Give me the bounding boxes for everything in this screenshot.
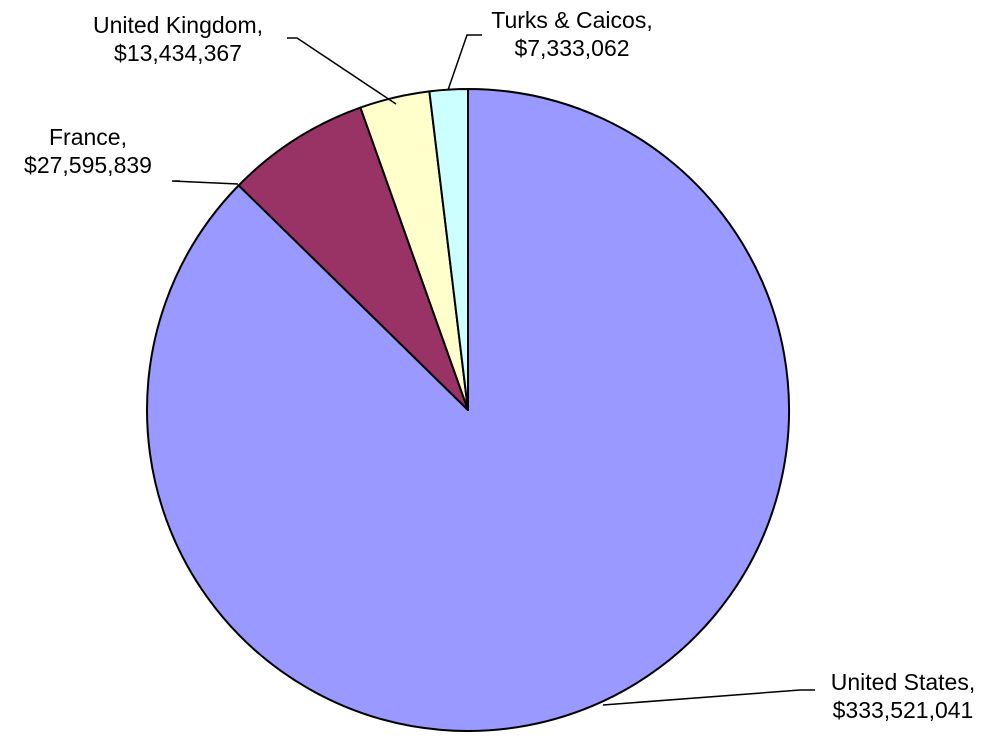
data-label-category: United States,: [831, 669, 975, 695]
data-label-united-kingdom: United Kingdom, $13,434,367: [93, 12, 263, 66]
leader-line-united-states: [602, 689, 815, 706]
leader-line-united-kingdom: [287, 37, 397, 105]
slices-layer: [146, 88, 790, 732]
data-labels-layer: United States, $333,521,041 France, $27,595…: [24, 7, 975, 723]
data-label-category: United Kingdom,: [93, 12, 263, 38]
pie-slice-france: [237, 106, 469, 411]
leader-line-turks-caicos: [447, 34, 482, 91]
leader-line-france: [171, 180, 239, 185]
leader-lines-layer: [171, 34, 815, 706]
data-label-value: $27,595,839: [24, 152, 152, 178]
data-label-category: Turks & Caicos,: [491, 7, 652, 33]
data-label-turks-caicos: Turks & Caicos, $7,333,062: [491, 7, 652, 61]
data-label-value: $13,434,367: [114, 40, 242, 66]
data-label-value: $333,521,041: [833, 697, 974, 723]
data-label-france: France, $27,595,839: [24, 124, 152, 178]
data-label-category: France,: [49, 124, 127, 150]
data-label-value: $7,333,062: [514, 35, 629, 61]
data-label-united-states: United States, $333,521,041: [831, 669, 975, 723]
